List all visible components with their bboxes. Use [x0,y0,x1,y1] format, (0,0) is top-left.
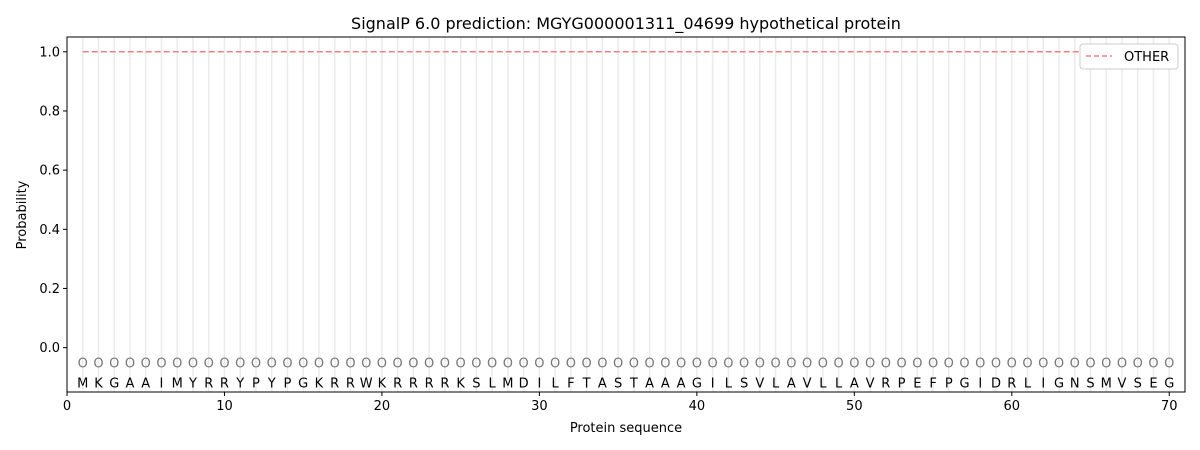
plot-frame [66,36,1186,393]
region-label: O [125,356,135,371]
region-label: O [519,356,529,371]
region-label: O [361,356,371,371]
region-label: O [550,356,560,371]
region-label: O [219,356,229,371]
region-label: O [298,356,308,371]
region-label: O [78,356,88,371]
region-label: O [1164,356,1174,371]
y-tick-label: 1.0 [39,45,60,60]
y-tick-label: 0.0 [39,341,60,356]
region-label: O [707,356,717,371]
x-tick-label: 30 [531,399,548,414]
region-label: O [645,356,655,371]
region-label: O [471,356,481,371]
y-tick-label: 0.2 [39,282,60,297]
region-label: O [487,356,497,371]
region-label: O [188,356,198,371]
region-label: O [345,356,355,371]
region-label: O [944,356,954,371]
legend-label-other: OTHER [1124,50,1169,65]
region-label: O [692,356,702,371]
region-label: O [975,356,985,371]
region-label: O [1038,356,1048,371]
region-label: O [534,356,544,371]
region-label: O [440,356,450,371]
region-label: O [629,356,639,371]
region-label: O [1054,356,1064,371]
x-tick-label: 50 [846,399,863,414]
x-tick-label: 10 [216,399,233,414]
x-tick-label: 60 [1004,399,1021,414]
region-label: O [503,356,513,371]
region-label: O [723,356,733,371]
region-label: O [959,356,969,371]
region-label: O [141,356,151,371]
region-label: O [912,356,922,371]
legend: OTHER [1079,43,1179,70]
x-tick-label: 20 [374,399,391,414]
protein-sequence: MKGAAIMYRRYPYPGKRRWKRRRRKSLMDILFTASTAAAG… [77,376,1174,391]
region-label: O [282,356,292,371]
region-label: O [393,356,403,371]
region-label: O [1133,356,1143,371]
region-label: O [1022,356,1032,371]
region-label: O [991,356,1001,371]
region-label: O [582,356,592,371]
region-label: O [1101,356,1111,371]
region-label: O [1085,356,1095,371]
region-label: O [424,356,434,371]
region-label: O [786,356,796,371]
x-tick-label: 70 [1161,399,1178,414]
region-label: O [928,356,938,371]
region-label: O [676,356,686,371]
region-label: O [1117,356,1127,371]
region-label: O [1070,356,1080,371]
region-label: O [172,356,182,371]
region-label: O [566,356,576,371]
x-tick-label: 0 [63,399,71,414]
region-label: O [408,356,418,371]
region-label: O [802,356,812,371]
region-label: O [314,356,324,371]
y-axis-label: Probability [15,180,30,249]
region-label: O [881,356,891,371]
region-label: O [377,356,387,371]
region-label: O [597,356,607,371]
region-label: O [267,356,277,371]
region-label: O [770,356,780,371]
x-tick-label: 40 [689,399,706,414]
region-label: O [251,356,261,371]
region-label: O [1148,356,1158,371]
y-tick-label: 0.8 [39,104,60,119]
region-label: O [739,356,749,371]
region-label: O [896,356,906,371]
y-tick-label: 0.4 [39,223,60,238]
region-label: O [330,356,340,371]
region-label: O [109,356,119,371]
region-label: O [833,356,843,371]
region-label: O [865,356,875,371]
region-label: O [818,356,828,371]
y-tick-label: 0.6 [39,164,60,179]
region-label: O [660,356,670,371]
region-label: O [1007,356,1017,371]
region-label: O [755,356,765,371]
region-label: O [156,356,166,371]
region-label: O [849,356,859,371]
region-label: O [93,356,103,371]
x-axis-label: Protein sequence [570,421,682,436]
region-label: O [235,356,245,371]
chart-title: SignalP 6.0 prediction: MGYG000001311_04… [351,14,901,34]
region-label: O [613,356,623,371]
region-label: O [456,356,466,371]
region-label: O [204,356,214,371]
